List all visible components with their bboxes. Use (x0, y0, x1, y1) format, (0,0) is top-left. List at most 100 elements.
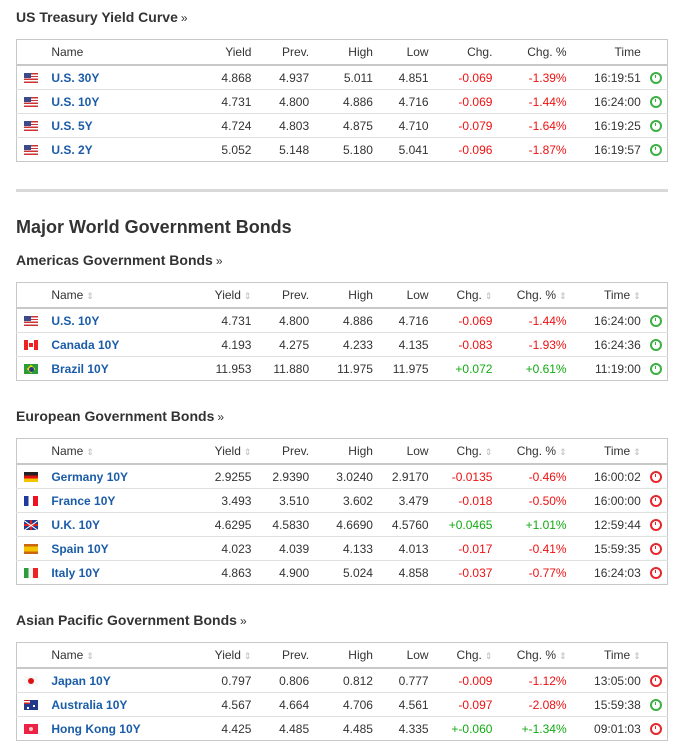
name-cell[interactable]: U.S. 5Y (45, 113, 180, 138)
col-header-high[interactable]: High (313, 438, 377, 465)
col-header-label[interactable]: High (348, 45, 373, 59)
col-header-chg[interactable]: Chg. ⇕ (432, 282, 497, 309)
col-header-label[interactable]: Chg. (456, 648, 482, 662)
col-header-label[interactable]: Yield (214, 648, 241, 662)
col-header-label[interactable]: Low (406, 648, 429, 662)
col-header-low[interactable]: Low (376, 438, 433, 465)
section-title-americas[interactable]: Americas Government Bonds» (16, 252, 223, 268)
col-header-time[interactable]: Time ⇕ (570, 642, 645, 669)
col-header-name[interactable]: Name (45, 39, 180, 66)
more-arrow-icon[interactable]: » (217, 410, 225, 424)
americas-title-text[interactable]: Americas Government Bonds (16, 252, 213, 268)
bond-name-link[interactable]: Australia 10Y (51, 697, 128, 712)
col-header-label[interactable]: Low (406, 45, 429, 59)
col-header-label[interactable]: Yield (214, 444, 241, 458)
more-arrow-icon[interactable]: » (239, 614, 247, 628)
col-header-chg[interactable]: Chg. ⇕ (432, 438, 497, 465)
name-cell[interactable]: Hong Kong 10Y (45, 716, 180, 741)
col-header-label[interactable]: Prev. (282, 45, 310, 59)
col-header-label[interactable]: Low (406, 444, 429, 458)
col-header-label[interactable]: Time (614, 45, 641, 59)
treasury-title-text[interactable]: US Treasury Yield Curve (16, 9, 178, 25)
bond-name-link[interactable]: U.S. 30Y (51, 70, 100, 85)
sort-icon[interactable]: ⇕ (86, 291, 94, 301)
sort-icon[interactable]: ⇕ (633, 447, 641, 457)
bond-name-link[interactable]: France 10Y (51, 493, 116, 508)
more-arrow-icon[interactable]: » (215, 254, 223, 268)
bond-name-link[interactable]: U.K. 10Y (51, 517, 101, 532)
col-header-high[interactable]: High (313, 39, 377, 66)
col-header-time[interactable]: Time (570, 39, 645, 66)
bond-name-link[interactable]: Canada 10Y (51, 337, 120, 352)
name-cell[interactable]: Australia 10Y (45, 692, 180, 717)
bond-name-link[interactable]: U.S. 5Y (51, 118, 93, 133)
col-header-time[interactable]: Time ⇕ (570, 438, 645, 465)
sort-icon[interactable]: ⇕ (243, 651, 252, 661)
col-header-label[interactable]: Yield (225, 45, 252, 59)
name-cell[interactable]: France 10Y (45, 488, 180, 513)
col-header-label[interactable]: Name (51, 45, 84, 59)
sort-icon[interactable]: ⇕ (559, 447, 567, 457)
bond-name-link[interactable]: U.S. 2Y (51, 142, 93, 157)
sort-icon[interactable]: ⇕ (633, 291, 641, 301)
col-header-label[interactable]: Prev. (282, 288, 310, 302)
col-header-low[interactable]: Low (376, 39, 433, 66)
bond-name-link[interactable]: Japan 10Y (51, 673, 111, 688)
bond-name-link[interactable]: U.S. 10Y (51, 94, 100, 109)
col-header-chgpct[interactable]: Chg. % (496, 39, 571, 66)
bond-name-link[interactable]: Italy 10Y (51, 565, 101, 580)
col-header-label[interactable]: Chg. % (527, 45, 567, 59)
col-header-high[interactable]: High (313, 282, 377, 309)
more-arrow-icon[interactable]: » (180, 11, 188, 25)
col-header-yield[interactable]: Yield ⇕ (179, 282, 256, 309)
name-cell[interactable]: Brazil 10Y (45, 356, 180, 381)
col-header-chg[interactable]: Chg. ⇕ (432, 642, 497, 669)
bond-name-link[interactable]: Spain 10Y (51, 541, 109, 556)
col-header-yield[interactable]: Yield ⇕ (179, 642, 256, 669)
col-header-label[interactable]: Prev. (282, 444, 310, 458)
sort-icon[interactable]: ⇕ (484, 291, 493, 301)
asia-title-text[interactable]: Asian Pacific Government Bonds (16, 612, 237, 628)
section-title-treasury[interactable]: US Treasury Yield Curve» (16, 9, 188, 25)
col-header-prev[interactable]: Prev. (255, 642, 314, 669)
bond-name-link[interactable]: Germany 10Y (51, 469, 129, 484)
col-header-label[interactable]: Low (406, 288, 429, 302)
col-header-chgpct[interactable]: Chg. % ⇕ (496, 282, 571, 309)
name-cell[interactable]: U.S. 2Y (45, 137, 180, 162)
col-header-label[interactable]: Chg. % (516, 648, 557, 662)
sort-icon[interactable]: ⇕ (86, 447, 94, 457)
col-header-label[interactable]: Chg. (456, 288, 482, 302)
col-header-label[interactable]: Name (51, 648, 84, 662)
col-header-name[interactable]: Name ⇕ (45, 642, 180, 669)
section-title-europe[interactable]: European Government Bonds» (16, 408, 224, 424)
col-header-label[interactable]: Chg. (467, 45, 493, 59)
col-header-prev[interactable]: Prev. (255, 39, 314, 66)
col-header-label[interactable]: Time (603, 648, 631, 662)
sort-icon[interactable]: ⇕ (633, 651, 641, 661)
sort-icon[interactable]: ⇕ (559, 291, 567, 301)
sort-icon[interactable]: ⇕ (86, 651, 94, 661)
col-header-label[interactable]: Chg. (456, 444, 482, 458)
col-header-label[interactable]: High (348, 444, 373, 458)
col-header-label[interactable]: High (348, 288, 373, 302)
col-header-chgpct[interactable]: Chg. % ⇕ (496, 438, 571, 465)
col-header-label[interactable]: Time (603, 288, 631, 302)
col-header-low[interactable]: Low (376, 282, 433, 309)
col-header-label[interactable]: Yield (214, 288, 241, 302)
sort-icon[interactable]: ⇕ (484, 651, 493, 661)
col-header-prev[interactable]: Prev. (255, 282, 314, 309)
col-header-high[interactable]: High (313, 642, 377, 669)
europe-title-text[interactable]: European Government Bonds (16, 408, 215, 424)
name-cell[interactable]: Spain 10Y (45, 536, 180, 561)
name-cell[interactable]: Canada 10Y (45, 332, 180, 357)
name-cell[interactable]: Italy 10Y (45, 560, 180, 585)
col-header-name[interactable]: Name ⇕ (45, 438, 180, 465)
col-header-chg[interactable]: Chg. (432, 39, 497, 66)
col-header-label[interactable]: Name (51, 288, 84, 302)
col-header-label[interactable]: Time (603, 444, 631, 458)
col-header-yield[interactable]: Yield (179, 39, 256, 66)
bond-name-link[interactable]: Brazil 10Y (51, 361, 109, 376)
sort-icon[interactable]: ⇕ (243, 447, 252, 457)
col-header-label[interactable]: High (348, 648, 373, 662)
bond-name-link[interactable]: Hong Kong 10Y (51, 721, 141, 736)
